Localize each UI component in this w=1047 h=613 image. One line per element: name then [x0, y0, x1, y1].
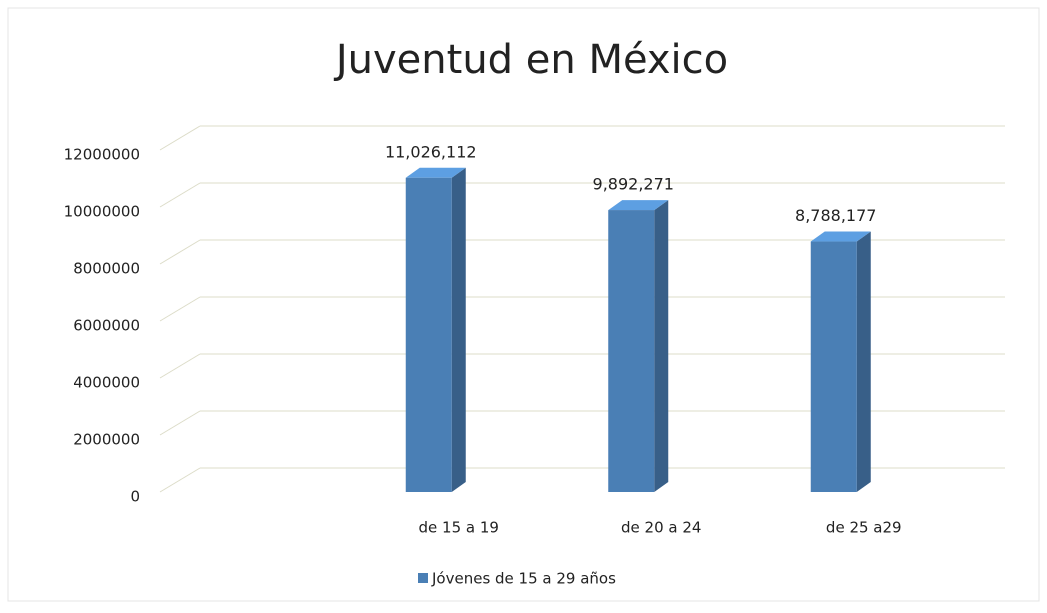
bar [810, 241, 857, 492]
y-tick-label: 6000000 [73, 317, 140, 335]
y-tick-label: 4000000 [73, 374, 140, 392]
bar-side [451, 167, 466, 493]
bar [405, 177, 452, 493]
grid-line-side [159, 239, 201, 265]
x-tick-label: de 15 a 19 [419, 519, 499, 537]
grid-line-side [159, 125, 201, 151]
chart-title: Juventud en México [333, 37, 728, 83]
value-label: 9,892,271 [593, 175, 674, 194]
y-tick-label: 12000000 [64, 146, 140, 164]
grid-line-side [159, 296, 201, 322]
bar-top [810, 231, 871, 242]
bar-side [654, 200, 669, 492]
x-tick-label: de 25 a29 [826, 519, 902, 537]
grid-line-side [159, 467, 201, 493]
grid-line-side [159, 410, 201, 436]
bar-top [608, 200, 669, 211]
grid-line-side [159, 353, 201, 379]
y-tick-label: 0 [130, 488, 140, 506]
legend-label: Jóvenes de 15 a 29 años [431, 570, 616, 588]
value-label: 8,788,177 [795, 206, 876, 225]
y-tick-label: 8000000 [73, 260, 140, 278]
value-label: 11,026,112 [385, 142, 477, 161]
chart-border [7, 7, 1040, 602]
bar-top [405, 167, 466, 178]
grid-line-side [159, 182, 201, 208]
bar [608, 210, 655, 492]
bar-side [856, 231, 871, 492]
x-tick-label: de 20 a 24 [621, 519, 701, 537]
y-tick-label: 2000000 [73, 431, 140, 449]
legend-swatch [418, 573, 428, 583]
y-tick-label: 10000000 [64, 203, 140, 221]
